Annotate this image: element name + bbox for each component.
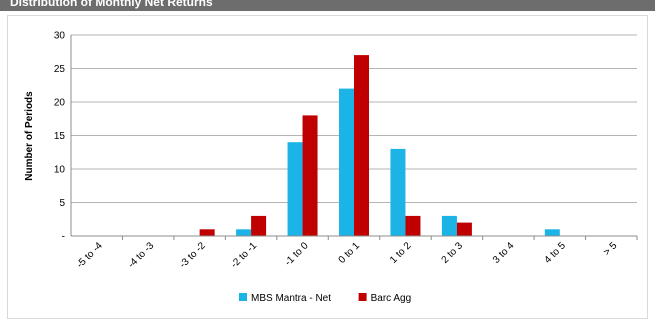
x-tick-label: 2 to 3 — [440, 240, 466, 266]
y-tick-label: 15 — [54, 131, 66, 142]
x-tick-label: > 5 — [602, 240, 620, 258]
x-tick-label: -3 to -2 — [178, 240, 208, 270]
x-tick-label: -5 to -4 — [75, 240, 105, 270]
bars — [199, 55, 560, 236]
x-tick-label: -4 to -3 — [126, 240, 156, 270]
legend-label: Barc Agg — [371, 293, 412, 304]
x-tick-label: 3 to 4 — [491, 240, 517, 266]
legend-label: MBS Mantra - Net — [251, 293, 331, 304]
y-tick-label: 30 — [54, 31, 66, 42]
axes — [70, 35, 638, 240]
bar-chart: - 5 10 15 20 25 30 -5 to -4 -4 to -3 -3 to -2 -2 t… — [24, 31, 638, 304]
bar-mbs-mantra-net — [287, 142, 303, 236]
x-tick-label: 4 to 5 — [542, 240, 568, 266]
bar-barc-agg — [251, 215, 267, 236]
legend: MBS Mantra - Net Barc Agg — [239, 293, 411, 304]
legend-swatch — [239, 293, 247, 301]
bar-mbs-mantra-net — [339, 88, 354, 236]
y-tick-label: 5 — [59, 198, 65, 209]
chart-area: - 5 10 15 20 25 30 -5 to -4 -4 to -3 -3 to -2 -2 t… — [7, 15, 648, 319]
panel-title: Distribution of Monthly Net Returns — [10, 0, 213, 9]
x-tick-label: 0 to 1 — [337, 240, 363, 266]
y-tick-label: 10 — [54, 165, 66, 176]
y-tick-label: 20 — [54, 98, 66, 109]
bar-mbs-mantra-net — [544, 229, 560, 236]
bar-barc-agg — [405, 215, 421, 236]
tick-labels: - 5 10 15 20 25 30 -5 to -4 -4 to -3 -3 to -2 -2 t… — [54, 31, 620, 271]
y-axis-label: Number of Periods — [24, 91, 35, 181]
y-tick-label: 25 — [54, 64, 66, 75]
x-tick-label: -1 to 0 — [283, 240, 311, 268]
bar-barc-agg — [354, 55, 369, 236]
legend-swatch — [358, 293, 367, 301]
x-tick-label: -2 to -1 — [229, 240, 259, 270]
bar-barc-agg — [456, 222, 472, 236]
y-tick-label: - — [62, 232, 65, 243]
bar-mbs-mantra-net — [390, 148, 406, 236]
panel-title-bar: Distribution of Monthly Net Returns — [0, 0, 655, 11]
bar-barc-agg — [302, 115, 318, 236]
bar-mbs-mantra-net — [236, 229, 252, 236]
bar-mbs-mantra-net — [441, 215, 457, 236]
x-tick-label: 1 to 2 — [388, 240, 414, 266]
bar-barc-agg — [199, 229, 215, 236]
